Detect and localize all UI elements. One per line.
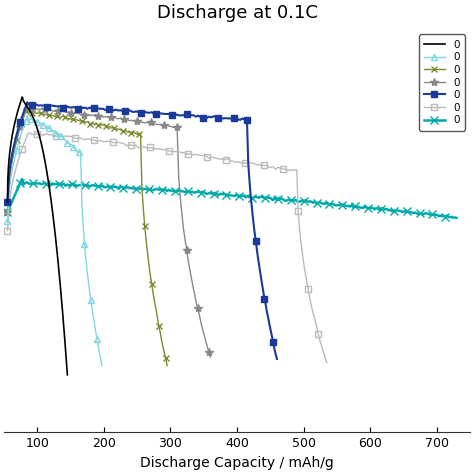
0 [64, 372, 70, 378]
0 [222, 191, 228, 197]
0 [167, 124, 173, 129]
0 [104, 107, 110, 113]
0 [121, 141, 127, 147]
0 [89, 137, 94, 143]
Line: 0: 0 [4, 102, 171, 369]
0 [25, 113, 30, 118]
0 [16, 140, 21, 146]
0 [146, 262, 152, 268]
0 [274, 356, 280, 362]
0 [5, 228, 10, 234]
0 [75, 182, 81, 188]
0 [5, 209, 10, 215]
0 [8, 139, 14, 145]
0 [82, 241, 87, 246]
0 [111, 108, 117, 113]
0 [5, 199, 10, 205]
0 [208, 354, 213, 360]
0 [60, 309, 65, 314]
Line: 0: 0 [8, 97, 67, 375]
0 [133, 109, 139, 114]
0 [380, 205, 385, 211]
0 [78, 152, 83, 157]
Line: 0: 0 [4, 99, 281, 363]
Legend: 0, 0, 0, 0, 0, 0, 0: 0, 0, 0, 0, 0, 0, 0 [419, 35, 465, 130]
0 [99, 363, 105, 369]
0 [43, 111, 48, 117]
0 [62, 335, 67, 341]
Line: 0: 0 [3, 175, 461, 222]
0 [230, 158, 236, 164]
0 [5, 199, 10, 205]
0 [16, 105, 21, 111]
0 [283, 198, 289, 204]
0 [87, 112, 93, 118]
0 [5, 219, 10, 224]
0 [27, 130, 33, 136]
0 [28, 106, 34, 111]
0 [63, 109, 68, 115]
0 [25, 103, 30, 109]
0 [5, 209, 10, 215]
Line: 0: 0 [5, 113, 105, 368]
0 [164, 363, 170, 368]
0 [454, 215, 459, 221]
0 [142, 120, 148, 126]
0 [42, 102, 48, 108]
0 [237, 160, 243, 166]
0 [38, 110, 44, 116]
0 [64, 109, 70, 115]
0 [25, 103, 30, 109]
X-axis label: Discharge Capacity / mAh/g: Discharge Capacity / mAh/g [140, 456, 334, 470]
Line: 0: 0 [4, 129, 330, 366]
0 [233, 116, 239, 121]
0 [21, 99, 27, 104]
0 [262, 195, 268, 201]
0 [136, 131, 142, 137]
0 [186, 113, 192, 118]
Title: Discharge at 0.1C: Discharge at 0.1C [156, 4, 318, 22]
0 [376, 207, 382, 213]
0 [123, 128, 128, 133]
0 [324, 359, 329, 365]
0 [25, 100, 30, 105]
0 [19, 94, 25, 100]
0 [84, 266, 90, 272]
0 [7, 148, 13, 154]
0 [19, 176, 25, 182]
0 [80, 223, 86, 229]
0 [14, 163, 19, 169]
0 [5, 209, 10, 215]
0 [82, 119, 88, 125]
Line: 0: 0 [3, 102, 215, 361]
0 [53, 133, 59, 138]
0 [91, 313, 96, 319]
